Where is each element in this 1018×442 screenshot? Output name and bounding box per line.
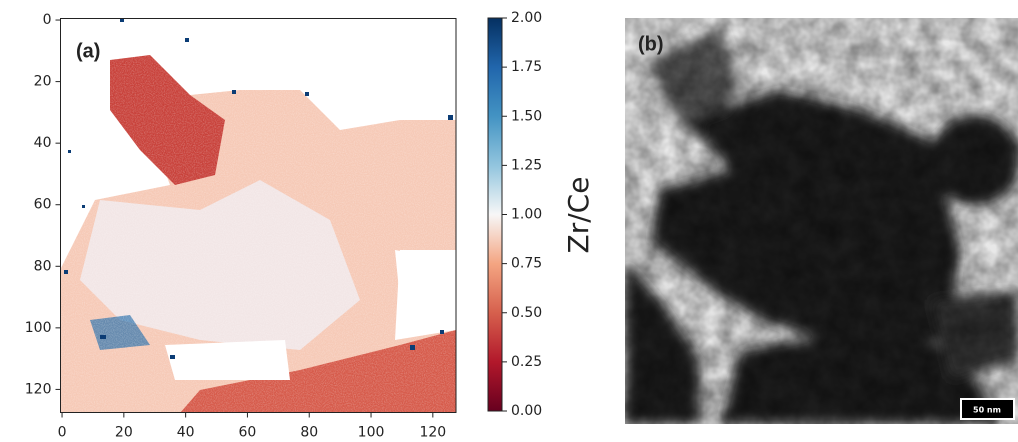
scale-bar-label: 50 nm — [973, 406, 1001, 415]
x-tick-label: 60 — [239, 425, 257, 441]
colorbar-tick-label: 2.00 — [511, 10, 542, 26]
panel-label: (b) — [638, 33, 664, 55]
colorbar-tick-label: 1.00 — [511, 207, 542, 223]
tem-image — [625, 18, 1018, 424]
y-tick-label: 80 — [34, 258, 52, 274]
x-tick-label: 40 — [177, 425, 195, 441]
y-tick-label: 100 — [25, 320, 52, 336]
plot-frame — [60, 18, 457, 413]
x-tick-label: 80 — [300, 425, 318, 441]
heatmap-image — [60, 18, 456, 413]
colorbar-tick-label: 0.75 — [511, 256, 542, 272]
x-tick-label: 20 — [115, 425, 133, 441]
y-tick-label: 60 — [34, 197, 52, 213]
colorbar-tick-label: 0.00 — [511, 403, 542, 419]
x-tick-label: 120 — [419, 425, 446, 441]
x-tick-label: 0 — [58, 425, 67, 441]
y-tick-label: 20 — [34, 74, 52, 90]
y-tick-label: 120 — [25, 381, 52, 397]
colorbar-tick-label: 0.50 — [511, 305, 542, 321]
colorbar-label: Zr/Ce — [562, 177, 595, 254]
x-tick-label: 100 — [358, 425, 385, 441]
y-tick-label: 40 — [34, 135, 52, 151]
y-tick-label: 0 — [43, 12, 52, 28]
colorbar-tick-label: 1.50 — [511, 108, 542, 124]
colorbar-tick-label: 1.25 — [511, 157, 542, 173]
colorbar-tick-label: 0.25 — [511, 354, 542, 370]
panel-label: (a) — [76, 40, 100, 62]
colorbar — [487, 17, 503, 412]
colorbar-tick-label: 1.75 — [511, 59, 542, 75]
